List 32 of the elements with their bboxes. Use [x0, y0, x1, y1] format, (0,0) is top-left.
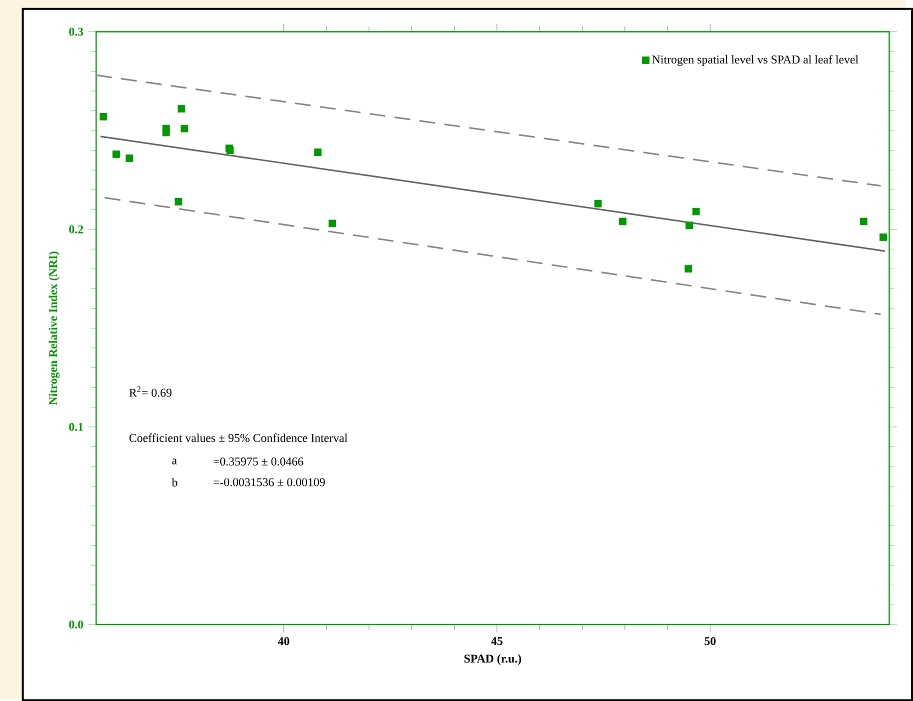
point — [619, 218, 626, 226]
point — [860, 218, 868, 226]
annotation: a — [172, 458, 177, 464]
point — [180, 124, 188, 132]
x-tick-label: 40 — [278, 637, 290, 646]
point — [112, 150, 120, 158]
y-tick-label: 0.2 — [69, 225, 84, 234]
point — [328, 220, 336, 227]
point — [174, 198, 182, 206]
x-tick-label: 45 — [491, 637, 502, 645]
point — [314, 148, 322, 156]
y-tick-label: 0.3 — [69, 28, 84, 36]
legend-label: Nitrogen spatial level vs SPAD al leaf level — [652, 54, 858, 66]
annotation: R$^{2}$= 0.69 — [129, 386, 172, 397]
x-tick-label: 50 — [704, 637, 716, 646]
point — [594, 200, 602, 208]
annotation: Coefficient values ± 95% Confidence Interval — [129, 433, 348, 442]
annotation: b — [172, 478, 178, 486]
point — [162, 128, 170, 136]
point — [178, 104, 186, 112]
annotation: =0.35975 ± 0.0466 — [214, 457, 304, 466]
y-tick-label: 0.1 — [69, 422, 83, 431]
annotation: =-0.0031536 ± 0.00109 — [214, 478, 325, 486]
point — [684, 265, 692, 272]
x-axis-title: SPAD (r.u.) — [464, 654, 522, 665]
point — [692, 208, 700, 216]
point — [880, 233, 887, 241]
y-tick-label: 0.0 — [69, 620, 84, 628]
point — [126, 154, 134, 162]
y-axis-title: Nitrogen Relative Index (NRI) — [48, 252, 60, 405]
point — [686, 222, 693, 229]
point — [100, 112, 108, 120]
